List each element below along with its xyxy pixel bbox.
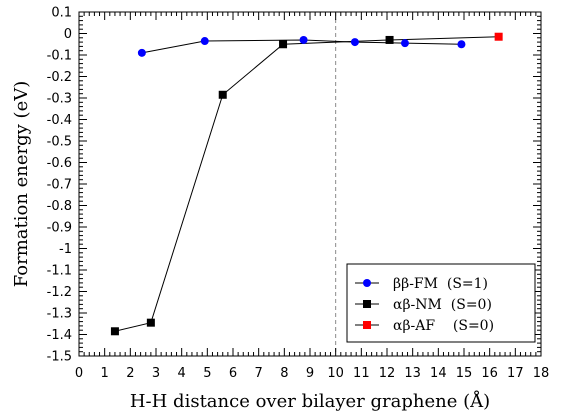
series-2-point: [146, 318, 155, 327]
y-tick-label: -0.6: [47, 156, 72, 171]
x-tick-label: 13: [404, 366, 421, 381]
x-tick-label: 17: [507, 366, 524, 381]
y-tick-label: -0.4: [47, 113, 72, 128]
legend-label: ββ-FM (S=1): [393, 276, 488, 292]
legend-marker: [363, 279, 371, 287]
x-tick-label: 0: [75, 366, 83, 381]
x-tick-label: 15: [456, 366, 473, 381]
y-tick-label: -1.1: [47, 264, 72, 279]
series-1-point: [400, 39, 409, 48]
y-tick-label: -1.4: [47, 328, 72, 343]
series-1-point: [137, 48, 146, 57]
x-tick-label: 2: [126, 366, 134, 381]
x-axis-title: H-H distance over bilayer graphene (Å): [130, 390, 490, 412]
x-tick-label: 18: [533, 366, 550, 381]
y-tick-label: -1.2: [47, 285, 72, 300]
series-1-point: [299, 35, 308, 44]
x-tick-label: 1: [101, 366, 109, 381]
x-tick-label: 4: [178, 366, 186, 381]
series-3-point: [494, 32, 503, 41]
x-tick-label: 11: [353, 366, 370, 381]
legend-marker: [363, 300, 371, 308]
legend-label: αβ-NM (S=0): [393, 297, 492, 313]
connector-line-1: [141, 39, 462, 54]
x-tick-label: 14: [430, 366, 447, 381]
legend-label: αβ-AF (S=0): [393, 318, 494, 334]
y-tick-label: -0.8: [47, 199, 72, 214]
y-tick-label: -0.1: [47, 49, 72, 64]
x-tick-label: 6: [229, 366, 237, 381]
series-2-point: [385, 35, 394, 44]
series-2-point: [279, 40, 288, 49]
x-axis-ticks: 0 1 2 3 4 5 6 7 8 9 10 11 12 13 14 15 16 17 18: [75, 12, 549, 381]
series-lines: [114, 36, 499, 332]
y-tick-label: -0.7: [47, 178, 72, 193]
series-points: [110, 32, 503, 336]
series-1-point: [350, 38, 359, 47]
x-tick-label: 12: [379, 366, 396, 381]
x-tick-label: 7: [255, 366, 263, 381]
x-tick-label: 8: [280, 366, 288, 381]
legend-marker: [363, 321, 371, 329]
series-1-point: [457, 40, 466, 49]
series-2-point: [218, 90, 227, 99]
x-tick-label: 10: [327, 366, 344, 381]
y-tick-label: -0.5: [47, 135, 72, 150]
x-tick-label: 5: [203, 366, 211, 381]
x-tick-label: 3: [152, 366, 160, 381]
connector-line-2: [114, 36, 499, 332]
legend: ββ-FM (S=1) αβ-NM (S=0) αβ-AF (S=0): [346, 263, 536, 343]
x-tick-label: 9: [306, 366, 314, 381]
y-tick-label: 0.1: [51, 6, 72, 21]
y-axis-title: Formation energy (eV): [11, 81, 32, 288]
y-tick-label: 0: [64, 27, 72, 42]
x-tick-label: 16: [481, 366, 498, 381]
y-tick-label: -1.5: [47, 350, 72, 365]
series-2-point: [110, 327, 119, 336]
y-tick-label: -1: [59, 242, 72, 257]
y-tick-label: -0.3: [47, 92, 72, 107]
y-axis-ticks: 0.1 0 -0.1 -0.2 -0.3 -0.4 -0.5 -0.6 -0.7 -0.8 -0.9…: [47, 6, 541, 365]
y-tick-label: -0.9: [47, 221, 72, 236]
y-tick-label: -1.3: [47, 307, 72, 322]
y-tick-label: -0.2: [47, 70, 72, 85]
series-1-point: [200, 37, 209, 46]
legend-box: [346, 263, 536, 343]
